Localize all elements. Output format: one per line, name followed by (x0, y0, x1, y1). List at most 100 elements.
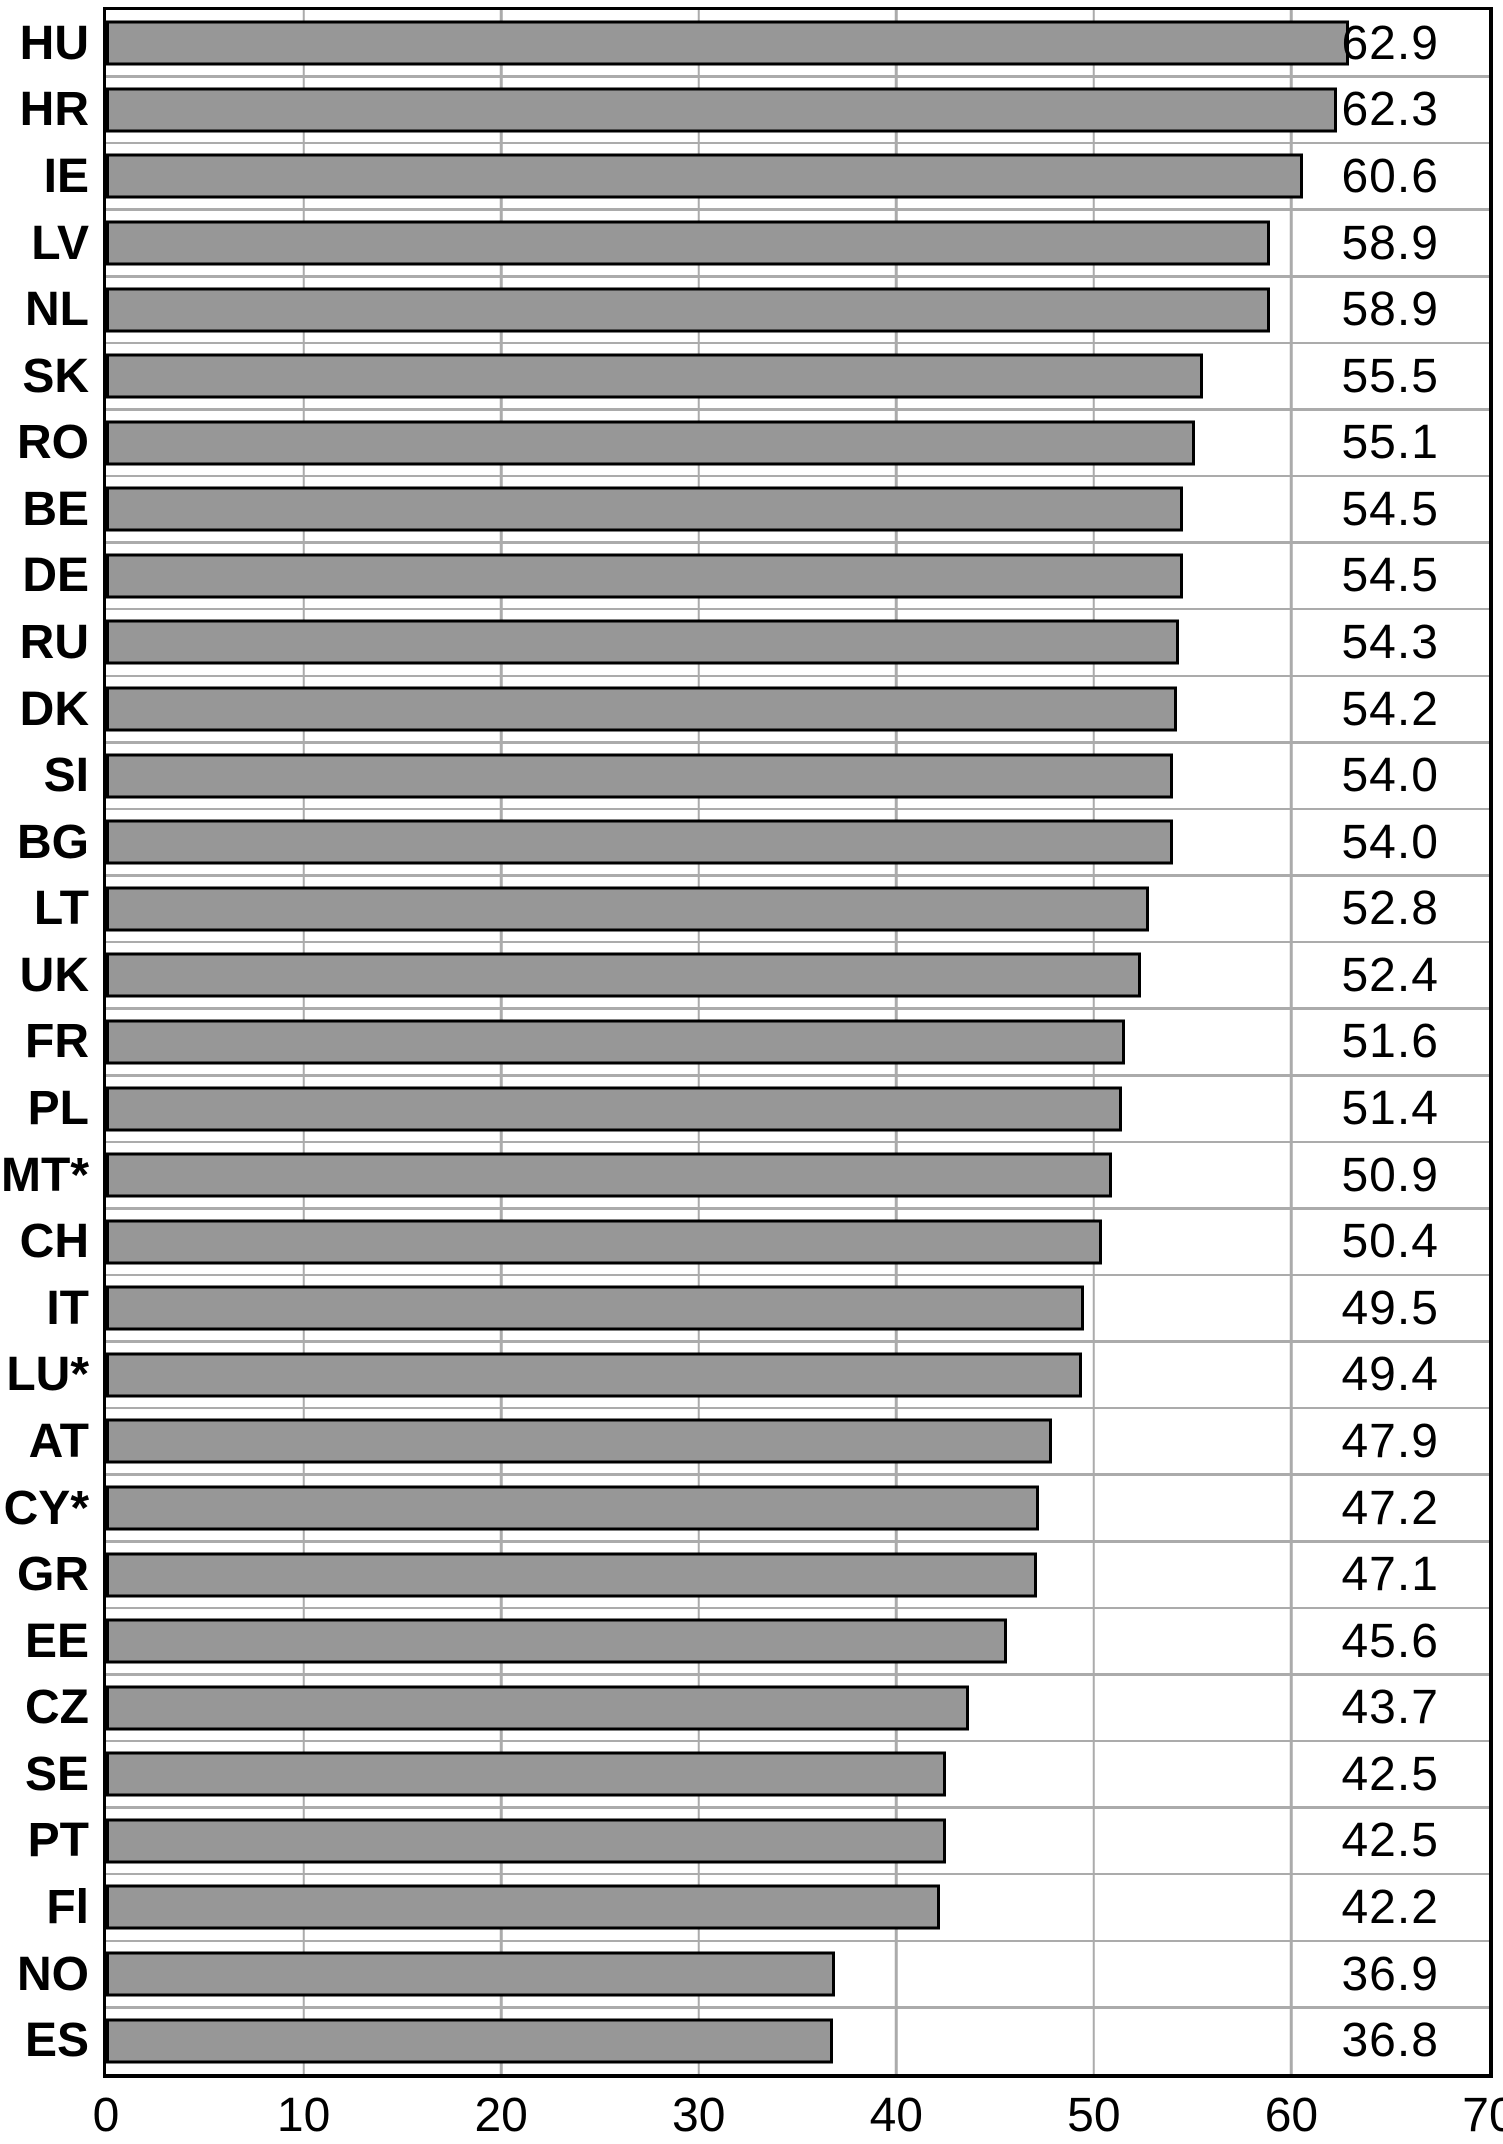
value-label: 47.9 (1341, 1414, 1439, 1468)
bar-row: RU 54.3 (20, 609, 1489, 678)
category-label: RU (19, 615, 89, 669)
bar (106, 1818, 946, 1864)
bar-row: RO 55.1 (17, 409, 1489, 478)
row-separator-gridline (106, 474, 1489, 478)
bar (106, 753, 1173, 799)
bar-row: Fl 42.2 (46, 1874, 1489, 1943)
value-label: 51.4 (1341, 1082, 1439, 1136)
bar-row: CZ 43.7 (25, 1674, 1489, 1743)
bar (106, 1951, 836, 1997)
category-label: CZ (25, 1681, 89, 1735)
bar-row: DK 54.2 (20, 676, 1489, 744)
x-tick-label: 20 (474, 2089, 528, 2142)
x-tick-label: 10 (276, 2089, 331, 2142)
bar (106, 20, 1349, 66)
row-separator-gridline (106, 541, 1489, 544)
bar-row: PL 51.4 (28, 1075, 1489, 1144)
row-separator-gridline (106, 1939, 1489, 1943)
x-axis: 0 10 20 30 40 50 60 70 (93, 2088, 1503, 2144)
value-label: 54.0 (1341, 815, 1439, 869)
x-tick-label: 30 (672, 2089, 726, 2142)
bar (106, 420, 1195, 466)
category-label: HU (19, 16, 89, 70)
value-label: 54.3 (1341, 615, 1439, 669)
value-label: 51.6 (1341, 1015, 1439, 1069)
bar (106, 952, 1142, 998)
x-tick-label: 60 (1264, 2089, 1319, 2142)
category-label: UK (19, 948, 89, 1002)
x-tick-label: 70 (1462, 2089, 1503, 2142)
bar-row: NL 58.9 (25, 276, 1489, 345)
category-label: BG (17, 815, 89, 869)
row-separator-gridline (106, 1074, 1489, 1077)
bar-row: SI 54.0 (44, 742, 1489, 811)
bar-row: CH 50.4 (20, 1208, 1489, 1277)
bar-row: BG 54.0 (17, 809, 1489, 877)
category-label: GR (17, 1548, 89, 1602)
bar (106, 819, 1173, 865)
bar (106, 1352, 1082, 1398)
bar-row: IT 49.5 (46, 1275, 1489, 1343)
bar-row: CY* 47.2 (4, 1475, 1489, 1543)
category-label: NL (25, 283, 89, 337)
bar-rows-container: HU 62.9 HR 62.3 IE 60.6 LV 58.9 NL 58.9 SK 55.5 RO 55… (1, 10, 1489, 2074)
bar (106, 87, 1337, 133)
category-label: CH (19, 1215, 89, 1269)
value-label: 52.8 (1341, 882, 1439, 936)
value-label: 62.9 (1341, 16, 1439, 70)
row-separator-gridline (106, 940, 1489, 944)
value-label: 45.6 (1341, 1614, 1439, 1668)
bar (106, 486, 1183, 532)
bar (106, 2018, 834, 2064)
category-label: Fl (46, 1880, 89, 1934)
category-label: NO (17, 1947, 89, 2001)
value-label: 54.5 (1341, 549, 1439, 603)
value-label: 54.2 (1341, 682, 1439, 736)
bar (106, 287, 1270, 333)
bar-row: HU 62.9 (20, 10, 1489, 78)
bar (106, 1152, 1112, 1198)
bar-row: LU* 49.4 (6, 1342, 1489, 1410)
value-label: 54.0 (1341, 749, 1439, 803)
bar-row: BE 54.5 (22, 476, 1489, 544)
category-label: EE (24, 1614, 89, 1668)
bar-row: LT 52.8 (34, 876, 1489, 944)
value-label: 42.2 (1341, 1880, 1439, 1934)
bar (106, 1485, 1039, 1531)
category-label: ES (24, 2014, 89, 2068)
bar (106, 353, 1203, 399)
value-label: 58.9 (1341, 283, 1439, 337)
row-separator-gridline (106, 1673, 1489, 1676)
bar (106, 1285, 1084, 1331)
category-label: IE (43, 149, 89, 203)
row-separator-gridline (106, 1540, 1489, 1543)
bar (106, 220, 1270, 266)
category-label: SI (43, 749, 89, 803)
bar (106, 1884, 940, 1930)
bar-row: EE 45.6 (25, 1608, 1489, 1676)
value-label: 47.2 (1341, 1481, 1439, 1535)
row-separator-gridline (106, 1606, 1489, 1610)
value-label: 47.1 (1341, 1548, 1439, 1602)
bar (106, 153, 1304, 199)
row-separator-gridline (106, 874, 1489, 877)
category-label: DE (22, 549, 89, 603)
value-label: 49.5 (1341, 1281, 1439, 1335)
row-separator-gridline (106, 275, 1489, 278)
category-label: CY* (3, 1481, 89, 1535)
row-separator-gridline (106, 607, 1489, 611)
bar-row: GR 47.1 (17, 1541, 1489, 1610)
x-tick-label: 50 (1067, 2089, 1121, 2142)
row-separator-gridline (106, 1872, 1489, 1876)
bar (106, 619, 1179, 665)
plot-area: HU 62.9 HR 62.3 IE 60.6 LV 58.9 NL 58.9 SK 55.5 RO 55… (1, 7, 1493, 2078)
category-label: LU* (6, 1348, 89, 1402)
category-label: PT (27, 1814, 89, 1868)
category-label: AT (28, 1414, 89, 1468)
category-label: MT* (1, 1148, 89, 1202)
value-label: 58.9 (1341, 216, 1439, 270)
row-separator-gridline (106, 208, 1489, 211)
row-separator-gridline (106, 141, 1489, 145)
bar (106, 1751, 946, 1797)
